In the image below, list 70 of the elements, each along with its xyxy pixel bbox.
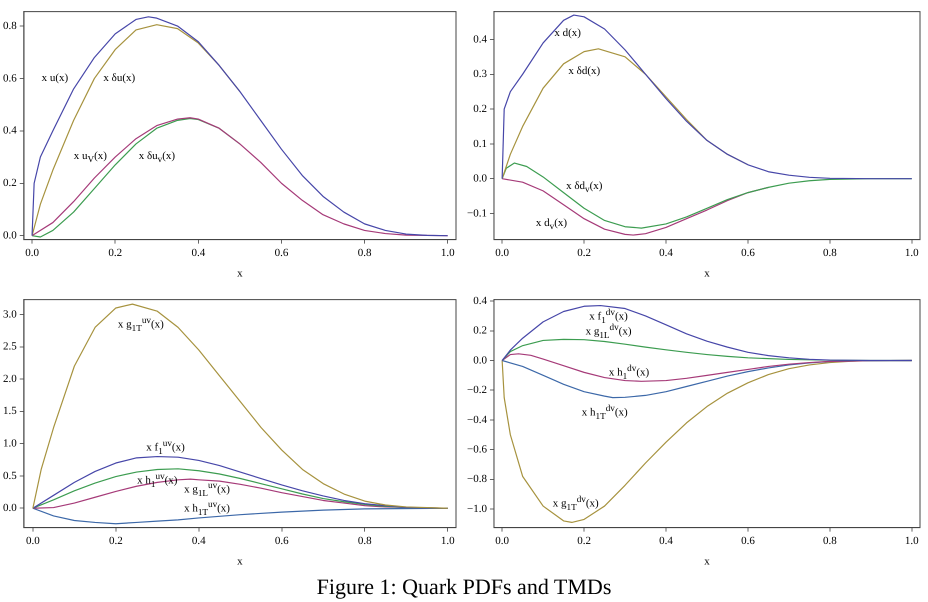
series-label: x g$_{1L}$$^{uv}$(x) (184, 480, 230, 498)
y-tick-label: 3.0 (3, 308, 18, 320)
series-label: x δd$_{v}$(x) (566, 180, 602, 194)
x-tick-label: 0.0 (495, 247, 510, 260)
x-tick-label: 0.0 (26, 535, 40, 548)
series-label: x f$_{1}$$^{uv}$(x) (146, 438, 185, 456)
x-tick-label: 0.0 (495, 535, 510, 548)
y-tick-label: 0.6 (3, 72, 18, 84)
y-tick-label: 0.8 (3, 20, 18, 32)
series-label: x u(x) (42, 72, 68, 84)
x-tick-label: 0.6 (274, 247, 289, 260)
series-label: x u$_{V}$(x) (74, 150, 107, 164)
series-label: x d(x) (554, 26, 581, 39)
x-tick-label: 1.0 (904, 535, 920, 548)
x-axis-title: x (237, 555, 244, 568)
x-tick-label: 0.2 (108, 535, 123, 548)
y-tick-label: −0.4 (466, 414, 488, 426)
y-tick-label: 1.5 (3, 405, 18, 418)
x-tick-label: 0.8 (358, 535, 372, 548)
x-tick-label: 1.0 (904, 247, 920, 260)
x-tick-label: 0.4 (659, 535, 674, 548)
y-tick-label: 0.5 (3, 470, 18, 482)
x-tick-label: 0.6 (741, 535, 756, 548)
y-tick-label: 0.4 (473, 33, 488, 46)
x-tick-label: 0.2 (577, 247, 591, 260)
y-tick-label: 0.1 (473, 138, 487, 150)
y-tick-label: −0.6 (466, 444, 488, 456)
y-tick-label: 1.0 (3, 438, 18, 450)
x-tick-label: 0.8 (823, 535, 838, 548)
y-tick-label: 2.0 (3, 372, 18, 385)
x-tick-label: 0.0 (25, 247, 40, 260)
y-tick-label: −0.1 (466, 207, 487, 220)
x-axis-title: x (237, 267, 244, 280)
x-tick-label: 0.8 (823, 247, 838, 260)
y-tick-label: 0.0 (3, 502, 18, 514)
x-tick-label: 0.4 (659, 247, 674, 260)
series-label: x g$_{1T}$$^{dv}$(x) (552, 494, 599, 512)
series-label: x δu(x) (103, 72, 136, 84)
x-tick-label: 0.2 (577, 535, 591, 548)
series-label: x h$_{1T}$$^{dv}$(x) (582, 404, 628, 422)
series-label: x h$_{1T}$$^{uv}$(x) (184, 499, 230, 518)
y-tick-label: 2.5 (3, 340, 18, 353)
x-axis-title: x (704, 555, 710, 568)
caption: Figure 1: Quark PDFs and TMDs (316, 574, 612, 600)
y-tick-label: 0.0 (473, 172, 488, 185)
y-tick-label: 0.2 (3, 177, 17, 190)
y-tick-label: 0.0 (473, 354, 488, 366)
x-tick-label: 0.6 (274, 535, 290, 548)
y-tick-label: −1.0 (466, 502, 488, 515)
x-tick-label: 0.8 (358, 247, 372, 260)
y-tick-label: 0.4 (473, 294, 488, 307)
y-tick-label: 0.4 (3, 124, 18, 137)
series-label: x h$_{1}$$^{dv}$(x) (608, 363, 650, 382)
series-label: x δu$_{v}$(x) (138, 150, 176, 164)
series-label: x δd(x) (568, 64, 600, 77)
series-label: x g$_{1T}$$^{uv}$(x) (118, 315, 164, 334)
x-tick-label: 0.4 (192, 535, 206, 548)
x-tick-label: 1.0 (440, 247, 456, 260)
y-tick-label: 0.2 (473, 324, 487, 337)
y-tick-label: −0.8 (466, 473, 488, 486)
x-axis-title: x (704, 267, 710, 280)
y-tick-label: 0.3 (473, 68, 488, 80)
y-tick-label: 0.0 (3, 230, 18, 242)
x-tick-label: 1.0 (440, 535, 456, 548)
x-tick-label: 0.4 (191, 247, 206, 260)
y-tick-label: −0.2 (466, 384, 487, 396)
x-tick-label: 0.2 (108, 247, 122, 260)
x-tick-label: 0.6 (741, 247, 756, 260)
series-label: x d$_{v}$(x) (536, 216, 568, 231)
y-tick-label: 0.2 (473, 102, 487, 115)
